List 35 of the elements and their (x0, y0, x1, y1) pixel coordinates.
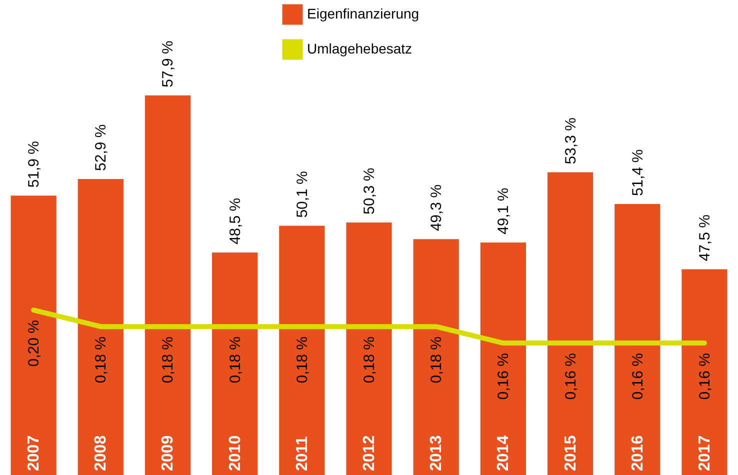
x-tick-label: 2010 (226, 435, 244, 471)
data-label: 0,18 % (361, 336, 378, 384)
data-label: 47,5 % (696, 214, 714, 262)
data-label: 0,18 % (226, 336, 244, 384)
data-label: 0,16 % (562, 353, 580, 400)
data-label: 0,16 % (629, 353, 646, 400)
data-label: 52,9 % (92, 124, 110, 171)
data-label: 57,9 % (160, 40, 177, 88)
data-label: 53,3 % (562, 118, 580, 164)
data-label: 49,3 % (428, 184, 446, 232)
data-label: 0,16 % (696, 353, 714, 400)
x-tick-label: 2013 (428, 435, 446, 471)
data-label: 50,1 % (294, 171, 311, 218)
x-tick-label: 2011 (294, 436, 311, 471)
data-label: 51,9 % (26, 140, 43, 188)
x-tick-label: 2015 (562, 435, 580, 471)
data-label: 51,4 % (629, 149, 646, 196)
x-tick-label: 2016 (629, 435, 646, 471)
x-tick-label: 2012 (361, 435, 378, 471)
data-label: 0,18 % (160, 336, 177, 384)
legend-label: Eigenfinanzierung (307, 6, 420, 22)
data-label: 48,5 % (226, 198, 244, 245)
x-tick-label: 2009 (160, 435, 177, 471)
x-tick-label: 2014 (495, 435, 512, 471)
x-tick-label: 2008 (92, 435, 110, 471)
data-label: 50,3 % (361, 168, 378, 214)
data-label: 49,1 % (495, 188, 512, 235)
x-tick-label: 2017 (696, 435, 714, 471)
legend-label: Umlagehebesatz (307, 40, 412, 56)
data-label: 0,18 % (428, 336, 446, 384)
data-label: 0,18 % (92, 336, 110, 384)
x-tick-label: 2007 (26, 435, 43, 471)
data-label: 0,20 % (26, 320, 43, 367)
data-label: 0,18 % (294, 336, 311, 384)
data-label: 0,16 % (495, 353, 512, 400)
